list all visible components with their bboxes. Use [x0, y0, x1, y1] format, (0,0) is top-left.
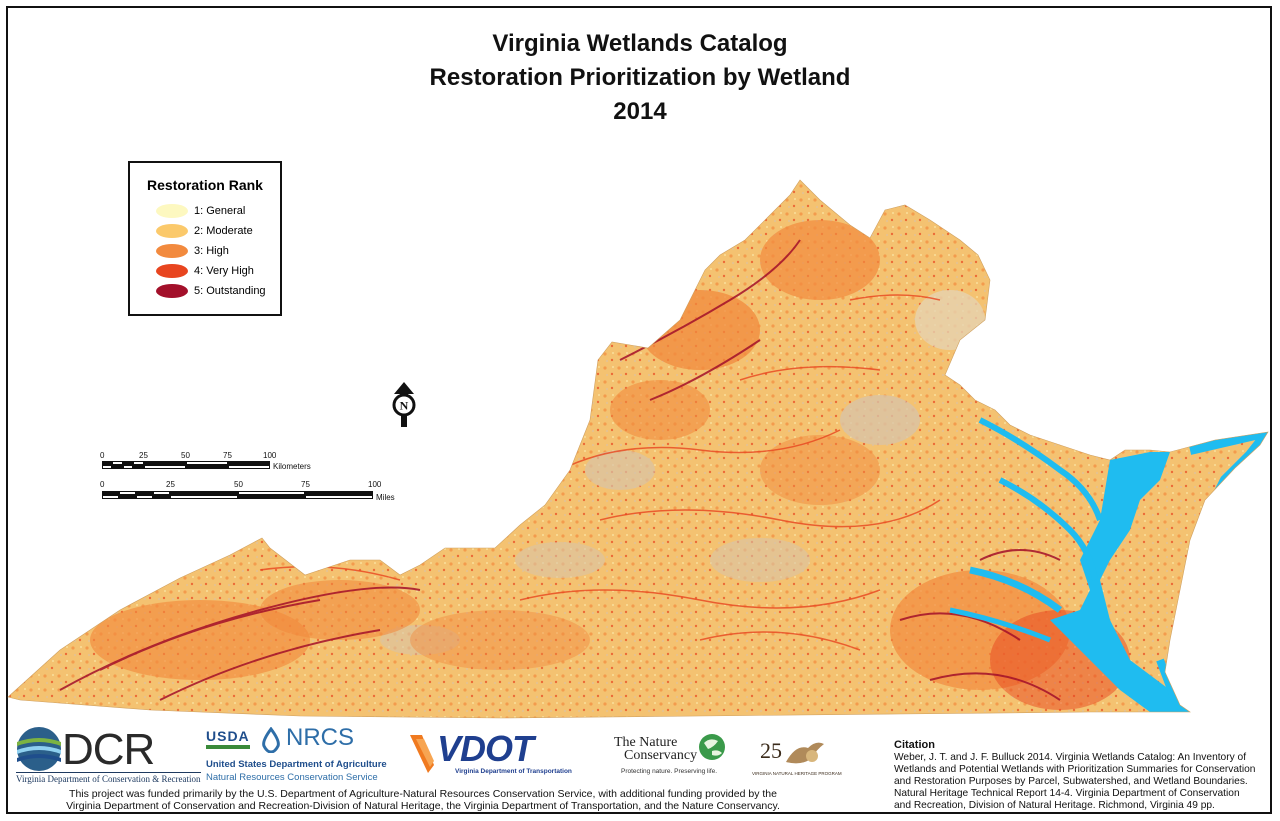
tnc-tagline: Protecting nature. Preserving life. [621, 768, 718, 775]
legend-item-outstanding: 5: Outstanding [156, 283, 266, 299]
funding-line2: Virginia Department of Conservation and … [66, 800, 780, 812]
legend-box: Restoration Rank 1: General 2: Moderate … [128, 161, 282, 316]
scale-tick: 25 [166, 480, 175, 489]
scale-tick: 75 [301, 480, 310, 489]
scale-unit-label: Miles [376, 493, 395, 502]
scale-tick: 50 [181, 451, 190, 460]
scale-unit-label: Kilometers [273, 462, 311, 471]
scale-tick: 50 [234, 480, 243, 489]
north-arrow-icon: N [392, 382, 416, 427]
vdot-subtitle: Virginia Department of Transportation [455, 768, 572, 775]
scale-tick: 100 [368, 480, 382, 489]
map-frame [6, 6, 1272, 814]
legend-swatch [156, 224, 188, 239]
scale-tick: 75 [223, 451, 232, 460]
map-title-year: 2014 [613, 98, 667, 125]
legend-item-high: 3: High [156, 243, 229, 259]
map-title-line1: Virginia Wetlands Catalog [492, 30, 788, 57]
scale-tick: 100 [263, 451, 277, 460]
legend-swatch [156, 284, 188, 299]
natural-heritage-bird-icon [786, 742, 824, 764]
tnc-globe-icon [699, 734, 725, 760]
legend-item-general: 1: General [156, 203, 245, 219]
map-title-line2: Restoration Prioritization by Wetland [429, 64, 851, 91]
usda-logo: USDA [206, 728, 250, 749]
usda-line1: United States Department of Agriculture [206, 759, 387, 770]
scale-tick: 0 [100, 480, 105, 489]
dcr-logo: DCR [62, 725, 155, 774]
usda-line2: Natural Resources Conservation Service [206, 772, 378, 783]
legend-swatch [156, 264, 188, 279]
citation-text: Weber, J. T. and J. F. Bulluck 2014. Vir… [894, 752, 1256, 811]
nrcs-drop-icon [262, 727, 280, 753]
legend-title: Restoration Rank [147, 177, 263, 193]
scale-tick: 0 [100, 451, 105, 460]
scale-tick: 25 [139, 451, 148, 460]
tnc-logo: The Nature Conservancy [614, 735, 698, 763]
legend-swatch [156, 244, 188, 259]
nrcs-logo: NRCS [286, 724, 355, 751]
citation-title: Citation [894, 739, 935, 751]
funding-line1: This project was funded primarily by the… [69, 788, 777, 800]
dcr-emblem-icon [17, 727, 61, 771]
legend-item-very-high: 4: Very High [156, 263, 254, 279]
legend-item-moderate: 2: Moderate [156, 223, 253, 239]
natural-heritage-logo: 25 [760, 738, 782, 763]
vdot-swoosh-icon [410, 735, 434, 773]
natural-heritage-subtitle: VIRGINIA NATURAL HERITAGE PROGRAM [752, 771, 842, 776]
legend-swatch [156, 204, 188, 219]
dcr-subtitle: Virginia Department of Conservation & Re… [16, 772, 201, 784]
vdot-logo: VDOT [437, 728, 534, 769]
north-letter: N [400, 399, 409, 413]
